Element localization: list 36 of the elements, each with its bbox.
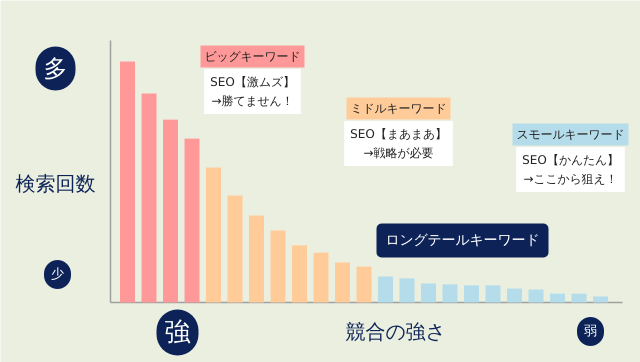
text: 検索回数 bbox=[16, 172, 96, 196]
annotation: ミドルキーワード bbox=[350, 102, 446, 116]
bar bbox=[163, 120, 178, 302]
bar bbox=[292, 245, 307, 302]
bar bbox=[550, 294, 565, 302]
annotation: SEO【まあまあ】 →戦略が必要 bbox=[350, 127, 447, 160]
bar bbox=[507, 288, 522, 302]
bar bbox=[400, 278, 414, 302]
bar bbox=[184, 138, 200, 302]
bar bbox=[593, 296, 608, 302]
bar bbox=[572, 294, 586, 302]
bar bbox=[442, 284, 458, 302]
annotation: SEO【激ムズ】 →勝てません！ bbox=[210, 75, 295, 108]
annotation: スモールキーワード bbox=[516, 128, 624, 142]
bar bbox=[228, 195, 242, 302]
text: 強 bbox=[164, 318, 190, 348]
bar bbox=[378, 276, 393, 302]
bar bbox=[249, 216, 264, 302]
bar bbox=[486, 285, 500, 302]
bar bbox=[142, 94, 156, 302]
bar bbox=[206, 168, 221, 302]
text: 少 bbox=[51, 267, 64, 282]
bar bbox=[421, 283, 436, 302]
bar bbox=[528, 289, 544, 302]
annotation: ビッグキーワード bbox=[204, 50, 300, 64]
bar bbox=[270, 230, 286, 302]
text: 弱 bbox=[584, 324, 597, 339]
text: 多 bbox=[44, 54, 68, 82]
annotation: SEO【かんたん】 →ここから狙え！ bbox=[522, 153, 619, 186]
text: 競合の強さ bbox=[346, 320, 446, 344]
annotation: ロングテールキーワード bbox=[386, 232, 540, 248]
bar bbox=[120, 62, 135, 302]
bar bbox=[356, 266, 372, 302]
bar bbox=[314, 252, 328, 302]
bar bbox=[464, 285, 479, 302]
bar bbox=[335, 262, 350, 302]
